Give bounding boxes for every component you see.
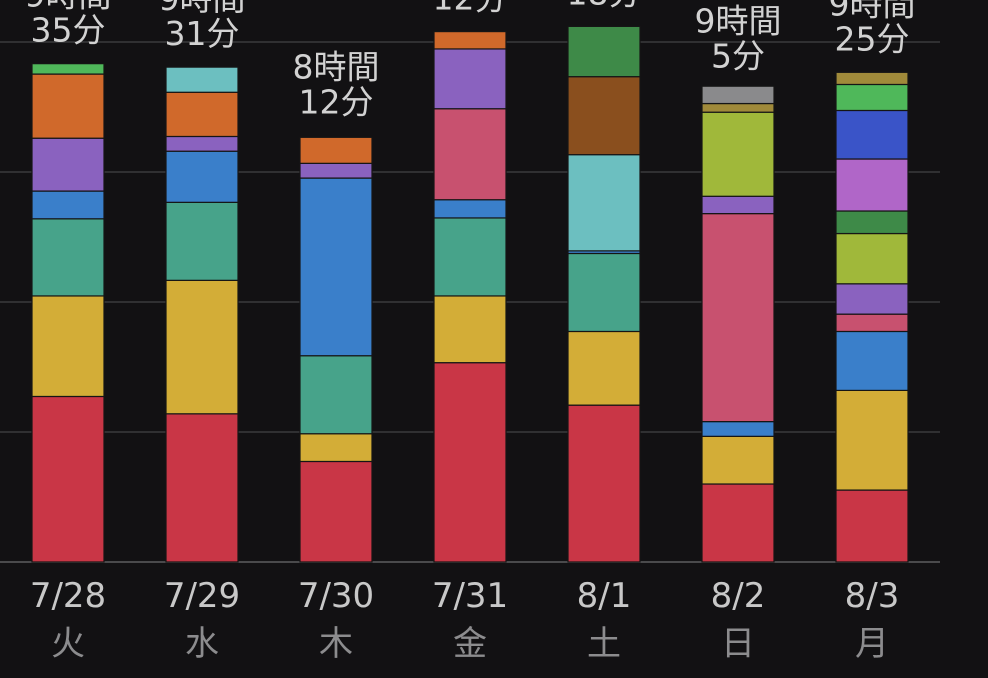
x-tick-date: 7/28: [30, 576, 106, 616]
bar-segment: [567, 330, 641, 406]
bar-segment: [31, 63, 105, 75]
total-minutes-label: 31分: [165, 14, 240, 53]
bar-segment: [701, 111, 775, 197]
bar-segment: [701, 421, 775, 437]
x-tick-date: 8/1: [577, 576, 632, 616]
x-tick-weekday: 木: [319, 624, 353, 664]
bar-segment: [701, 483, 775, 563]
bar-segment: [835, 232, 909, 285]
bar-segment: [433, 31, 507, 50]
bar-segment: [433, 295, 507, 364]
x-tick-date: 8/3: [845, 576, 900, 616]
bar-segment: [433, 362, 507, 563]
bar-segment: [165, 135, 239, 152]
bar-segment: [165, 91, 239, 138]
bar-segment: [567, 154, 641, 252]
bar-segment: [433, 217, 507, 297]
bar-segment: [835, 330, 909, 392]
total-minutes-label: 25分: [835, 19, 910, 58]
bar-segment: [31, 73, 105, 139]
bar-segment: [31, 190, 105, 220]
total-hours-label: 9時間: [695, 2, 782, 41]
total-hours-label: 9時間: [159, 0, 246, 18]
bar-segment: [299, 136, 373, 164]
x-tick-weekday: 火: [51, 624, 85, 664]
bar-segment: [701, 195, 775, 215]
bar-segment: [835, 83, 909, 112]
bar-segment: [701, 435, 775, 485]
bar-segment: [835, 283, 909, 315]
bar-segment: [165, 413, 239, 563]
bar-segment: [835, 489, 909, 563]
bar-segment: [567, 404, 641, 563]
bar-segment: [299, 433, 373, 463]
bar-segment: [299, 355, 373, 435]
bar-segment: [701, 213, 775, 423]
bar-segment: [299, 162, 373, 179]
bar-segment: [835, 210, 909, 235]
x-tick-date: 7/29: [164, 576, 240, 616]
bar-segment: [299, 460, 373, 563]
total-minutes-label: 12分: [299, 83, 374, 122]
bar-segment: [835, 109, 909, 160]
x-tick-date: 8/2: [711, 576, 766, 616]
bar-segment: [567, 76, 641, 156]
bar-segment: [433, 108, 507, 201]
bar-segment: [31, 395, 105, 563]
total-hours-label: 9時間: [829, 0, 916, 23]
bar-segment: [701, 85, 775, 105]
bar-segment: [835, 389, 909, 491]
total-hours-label: 9時間: [25, 0, 112, 15]
total-minutes-label: 18分: [567, 0, 642, 12]
total-hours-label: 8時間: [293, 48, 380, 87]
x-tick-weekday: 月: [855, 624, 889, 664]
x-tick-weekday: 金: [453, 624, 487, 664]
bar-segment: [31, 137, 105, 192]
x-tick-weekday: 日: [721, 624, 755, 664]
total-minutes-label: 12分: [433, 0, 508, 18]
bar-segment: [835, 313, 909, 333]
bar-segment: [835, 71, 909, 86]
bar-segment: [567, 252, 641, 333]
bar-segment: [165, 66, 239, 93]
bar-segment: [433, 199, 507, 219]
bar-segment: [433, 48, 507, 110]
x-tick-date: 7/30: [298, 576, 374, 616]
x-tick-weekday: 水: [185, 624, 219, 664]
x-tick-weekday: 土: [587, 624, 621, 664]
total-minutes-label: 35分: [31, 11, 106, 50]
bar-segment: [165, 150, 239, 203]
x-tick-date: 7/31: [432, 576, 508, 616]
bar-segment: [835, 158, 909, 212]
bar-segment: [701, 102, 775, 113]
total-minutes-label: 5分: [711, 37, 765, 76]
bar-segment: [299, 177, 373, 357]
bar-segment: [165, 201, 239, 281]
bar-segment: [31, 295, 105, 398]
bar-segment: [31, 218, 105, 297]
bar-segment: [567, 25, 641, 78]
bar-segment: [165, 279, 239, 415]
